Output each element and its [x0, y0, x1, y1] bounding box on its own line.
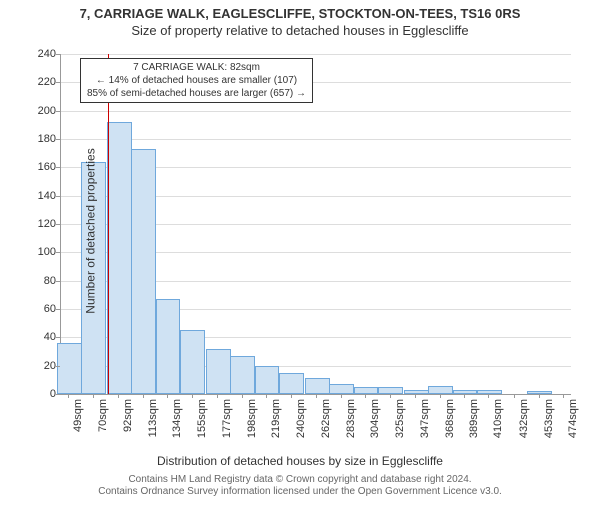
histogram-bar — [329, 384, 354, 394]
histogram-bar — [279, 373, 304, 394]
y-tick-label: 160 — [16, 161, 56, 173]
credit-text: Contains HM Land Registry data © Crown c… — [0, 474, 600, 498]
y-tick-mark — [56, 54, 60, 55]
x-tick-label: 134sqm — [171, 399, 183, 449]
x-tick-label: 49sqm — [72, 399, 84, 449]
annotation-box: 7 CARRIAGE WALK: 82sqm ← 14% of detached… — [80, 58, 313, 103]
y-tick-label: 40 — [16, 331, 56, 343]
x-tick-label: 410sqm — [492, 399, 504, 449]
y-tick-mark — [56, 252, 60, 253]
histogram-bar — [378, 387, 403, 394]
y-axis-label: Number of detached properties — [84, 148, 98, 313]
histogram-bar — [180, 330, 205, 394]
y-tick-label: 0 — [16, 388, 56, 400]
credit-line-1: Contains HM Land Registry data © Crown c… — [128, 474, 471, 485]
x-tick-mark — [440, 394, 441, 398]
y-tick-mark — [56, 111, 60, 112]
x-tick-label: 325sqm — [394, 399, 406, 449]
x-tick-label: 474sqm — [567, 399, 579, 449]
gridline — [61, 54, 571, 55]
x-tick-mark — [242, 394, 243, 398]
histogram-bar — [230, 356, 255, 394]
x-tick-mark — [539, 394, 540, 398]
x-tick-mark — [415, 394, 416, 398]
y-tick-mark — [56, 337, 60, 338]
x-tick-mark — [365, 394, 366, 398]
x-tick-label: 283sqm — [345, 399, 357, 449]
annotation-line-3: 85% of semi-detached houses are larger (… — [87, 88, 306, 99]
histogram-bar — [156, 299, 181, 394]
histogram-bar — [206, 349, 231, 394]
histogram-bar — [255, 366, 280, 394]
x-tick-mark — [192, 394, 193, 398]
y-tick-label: 180 — [16, 133, 56, 145]
histogram-bar — [107, 122, 132, 394]
y-tick-mark — [56, 139, 60, 140]
x-tick-mark — [118, 394, 119, 398]
x-tick-label: 92sqm — [122, 399, 134, 449]
y-tick-label: 80 — [16, 275, 56, 287]
y-tick-mark — [56, 309, 60, 310]
histogram-bar — [57, 343, 82, 394]
x-tick-label: 198sqm — [246, 399, 258, 449]
x-tick-mark — [464, 394, 465, 398]
histogram-bar — [428, 386, 453, 395]
x-tick-label: 177sqm — [221, 399, 233, 449]
y-tick-label: 200 — [16, 105, 56, 117]
x-tick-label: 240sqm — [295, 399, 307, 449]
y-tick-mark — [56, 394, 60, 395]
y-tick-label: 60 — [16, 303, 56, 315]
x-tick-label: 219sqm — [270, 399, 282, 449]
credit-line-2: Contains Ordnance Survey information lic… — [98, 486, 502, 497]
histogram-bar — [354, 387, 379, 394]
y-tick-mark — [56, 196, 60, 197]
x-tick-label: 155sqm — [196, 399, 208, 449]
histogram-bar — [527, 391, 552, 394]
x-axis-label: Distribution of detached houses by size … — [0, 454, 600, 468]
x-tick-mark — [316, 394, 317, 398]
x-tick-label: 113sqm — [147, 399, 159, 449]
x-tick-mark — [217, 394, 218, 398]
x-tick-mark — [266, 394, 267, 398]
histogram-bar — [305, 378, 330, 394]
x-tick-mark — [563, 394, 564, 398]
x-tick-label: 389sqm — [468, 399, 480, 449]
x-tick-mark — [341, 394, 342, 398]
y-tick-mark — [56, 224, 60, 225]
y-tick-mark — [56, 281, 60, 282]
x-tick-label: 453sqm — [543, 399, 555, 449]
y-tick-label: 240 — [16, 48, 56, 60]
chart-plot-area — [60, 54, 571, 395]
annotation-line-2: ← 14% of detached houses are smaller (10… — [96, 75, 297, 86]
x-tick-mark — [488, 394, 489, 398]
x-tick-mark — [167, 394, 168, 398]
x-tick-label: 70sqm — [97, 399, 109, 449]
y-tick-label: 140 — [16, 190, 56, 202]
gridline — [61, 111, 571, 112]
title-main: 7, CARRIAGE WALK, EAGLESCLIFFE, STOCKTON… — [0, 6, 600, 21]
y-tick-mark — [56, 82, 60, 83]
x-tick-label: 368sqm — [444, 399, 456, 449]
x-tick-label: 304sqm — [369, 399, 381, 449]
marker-line — [108, 54, 109, 394]
x-tick-label: 432sqm — [518, 399, 530, 449]
title-sub: Size of property relative to detached ho… — [0, 23, 600, 38]
y-tick-label: 220 — [16, 76, 56, 88]
x-tick-mark — [390, 394, 391, 398]
x-tick-mark — [291, 394, 292, 398]
y-tick-label: 120 — [16, 218, 56, 230]
y-tick-mark — [56, 167, 60, 168]
y-tick-label: 100 — [16, 246, 56, 258]
x-tick-mark — [93, 394, 94, 398]
x-tick-mark — [514, 394, 515, 398]
x-tick-mark — [68, 394, 69, 398]
y-tick-mark — [56, 366, 60, 367]
x-tick-label: 262sqm — [320, 399, 332, 449]
annotation-line-1: 7 CARRIAGE WALK: 82sqm — [133, 62, 260, 73]
histogram-bar — [131, 149, 156, 394]
x-tick-mark — [143, 394, 144, 398]
y-tick-label: 20 — [16, 360, 56, 372]
x-tick-label: 347sqm — [419, 399, 431, 449]
gridline — [61, 139, 571, 140]
